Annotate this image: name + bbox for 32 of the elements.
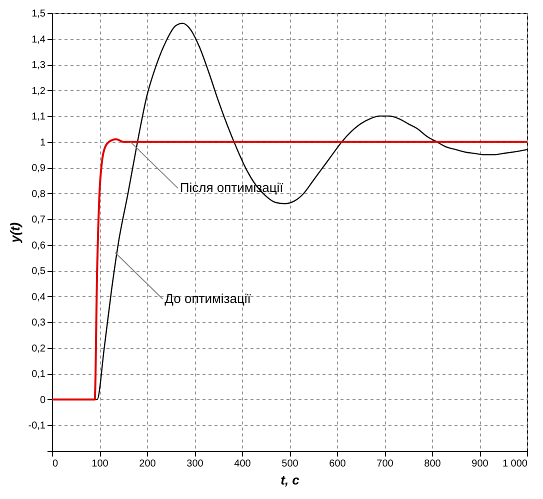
x-tick-label: 400 (234, 458, 252, 470)
x-tick-label: 0 (52, 458, 58, 470)
y-tick-label: 1 (40, 137, 46, 148)
y-tick-label: 1,5 (32, 8, 46, 20)
x-tick-label: 200 (139, 458, 156, 470)
y-tick-label: 0,3 (32, 318, 46, 329)
y-tick-label: 1,4 (32, 34, 46, 46)
y-axis-title: y(t) (7, 222, 22, 244)
x-tick-label: 700 (376, 458, 394, 470)
x-tick-label: 800 (424, 458, 442, 470)
y-tick-label: 0,4 (32, 292, 46, 303)
x-tick-label: 300 (186, 458, 204, 470)
y-tick-label: 1,2 (32, 86, 46, 97)
y-tick-label: 0,9 (32, 163, 46, 174)
x-tick-label: 1 000 (502, 458, 528, 470)
y-tick-label: 0 (40, 394, 46, 406)
annotation: До оптимізації (164, 290, 252, 306)
y-tick-label: 0,7 (32, 214, 46, 226)
y-tick-label: -0,1 (28, 420, 46, 432)
y-tick-label: 1,1 (32, 112, 46, 123)
y-tick-label: 1,3 (32, 60, 46, 72)
x-tick-label: 100 (92, 458, 109, 470)
x-tick-label: 900 (472, 458, 489, 470)
y-tick-label: 0,5 (32, 266, 46, 278)
x-axis-title: t, c (280, 472, 300, 488)
y-tick-label: 0,1 (32, 369, 46, 380)
y-tick-label: 0,8 (32, 188, 46, 200)
y-tick-label: 0,6 (32, 240, 46, 252)
x-tick-label: 600 (329, 458, 346, 470)
line-series (51, 138, 528, 400)
x-tick-label: 500 (282, 458, 299, 470)
y-tick-label: 0,2 (32, 343, 46, 354)
